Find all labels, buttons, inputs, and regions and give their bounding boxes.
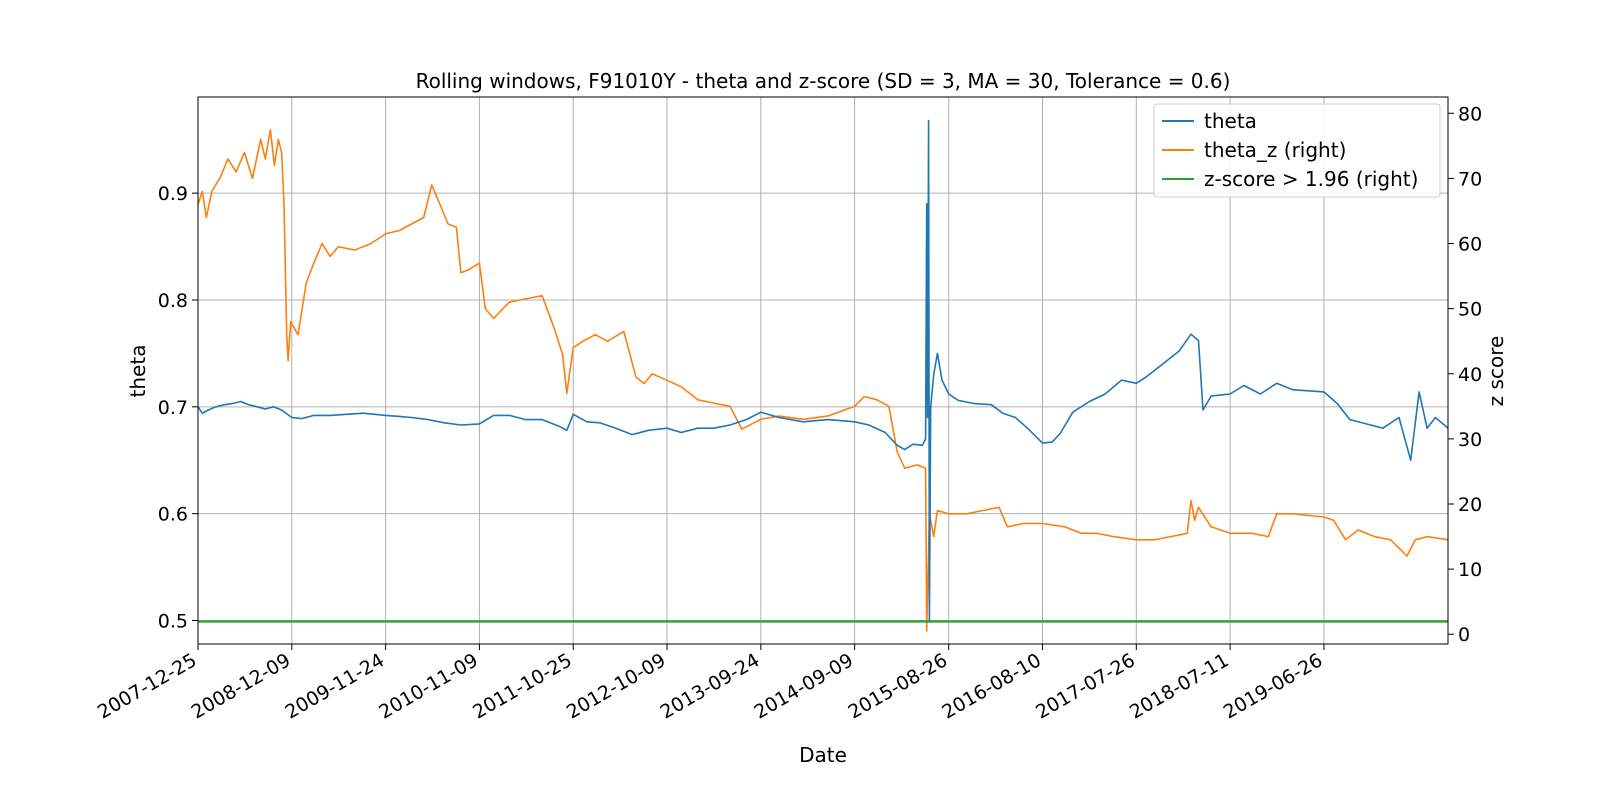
y2-tick-label: 80 (1458, 103, 1482, 125)
x-tick-label: 2014-09-09 (750, 649, 857, 723)
x-tick-label: 2011-10-25 (469, 649, 576, 723)
x-tick-label: 2007-12-25 (94, 649, 201, 723)
y-tick-label: 0.7 (158, 397, 188, 419)
series-line-theta (197, 119, 1449, 622)
y-tick-label: 0.6 (158, 504, 188, 526)
x-tick-label: 2016-08-10 (938, 649, 1045, 723)
y2-tick-label: 30 (1458, 429, 1482, 451)
series-line-theta_z (197, 128, 1449, 632)
x-tick-label: 2013-09-24 (657, 649, 764, 723)
y2-tick-label: 50 (1458, 299, 1482, 321)
x-tick-label: 2015-08-26 (845, 649, 952, 723)
x-tick-label: 2008-12-09 (188, 649, 295, 723)
legend: theta theta_z (right) z-score > 1.96 (righ… (1153, 103, 1441, 198)
x-tick-label: 2009-11-24 (281, 649, 388, 723)
x-tick-label: 2012-10-09 (563, 649, 670, 723)
x-tick-label: 2018-07-11 (1126, 649, 1233, 723)
y2-tick-label: 70 (1458, 168, 1482, 190)
chart-title: Rolling windows, F91010Y - theta and z-s… (416, 69, 1231, 93)
plot-frame (197, 96, 1449, 645)
y2-tick-label: 20 (1458, 494, 1482, 516)
y-tick-label: 0.9 (158, 183, 188, 205)
y-axis-left: 0.5 0.6 0.7 0.8 0.9 (158, 183, 198, 632)
series-layer (197, 119, 1449, 632)
y-axis-title: theta (126, 345, 150, 398)
y2-tick-label: 60 (1458, 234, 1482, 256)
y2-tick-label: 40 (1458, 364, 1482, 386)
y-axis-right: 0 10 20 30 40 50 60 70 80 (1448, 103, 1482, 646)
y2-tick-label: 0 (1458, 624, 1470, 646)
legend-label: theta (1204, 109, 1257, 133)
x-tick-label: 2017-07-26 (1032, 649, 1139, 723)
legend-label: z-score > 1.96 (right) (1204, 167, 1418, 191)
x-tick-label: 2019-06-26 (1220, 649, 1327, 723)
legend-box (1153, 103, 1441, 198)
legend-label: theta_z (right) (1204, 138, 1346, 162)
y2-axis-title: z score (1484, 336, 1508, 407)
x-axis: 2007-12-252008-12-092009-11-242010-11-09… (94, 644, 1327, 724)
x-tick-label: 2010-11-09 (375, 649, 482, 723)
y-tick-label: 0.5 (158, 610, 188, 632)
y-tick-label: 0.8 (158, 290, 188, 312)
y2-tick-label: 10 (1458, 559, 1482, 581)
x-axis-title: Date (799, 743, 847, 767)
